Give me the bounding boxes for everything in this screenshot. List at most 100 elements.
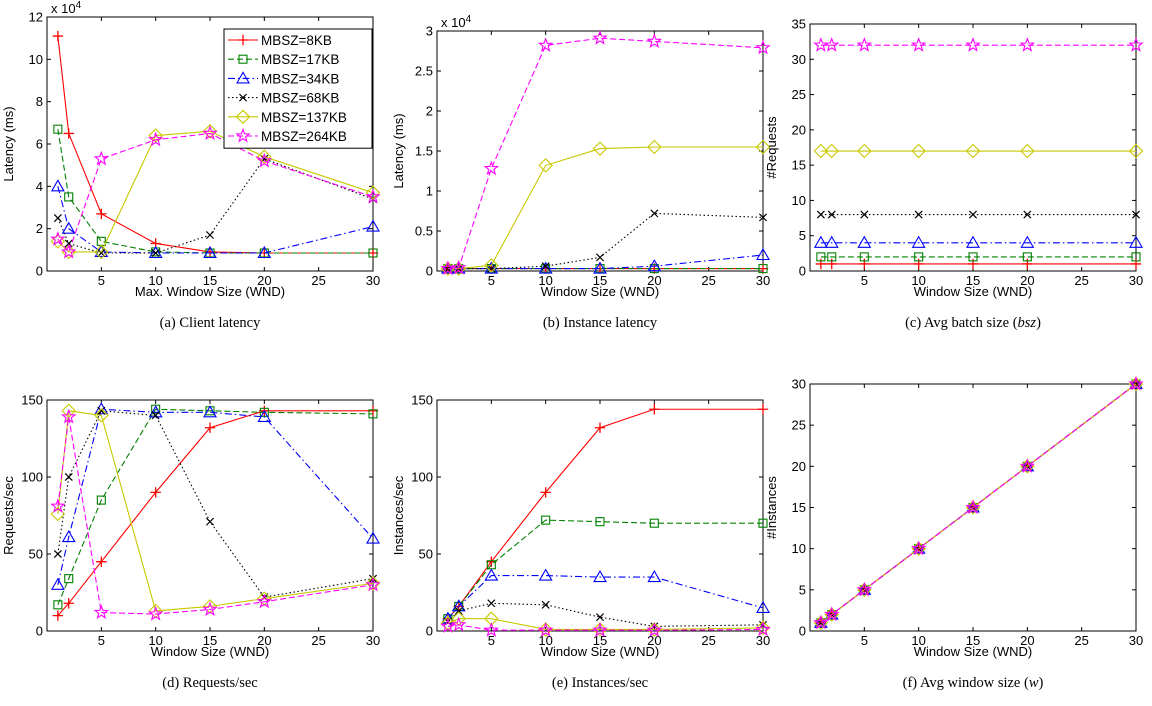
chart-panel-3: 5 10 15 20 25 30 0 5 10 15 20 25 30 35 Window Size (WN… <box>764 17 1144 331</box>
series-line <box>57 408 374 585</box>
data-point <box>63 598 74 609</box>
data-point <box>595 613 605 622</box>
data-point <box>646 622 663 637</box>
data-point <box>440 616 456 631</box>
y-tick-label: 50 <box>29 547 43 562</box>
y-tick-label: 2 <box>36 221 43 236</box>
data-point <box>93 604 110 620</box>
y-tick-label: 150 <box>21 393 43 408</box>
series-line <box>447 624 764 631</box>
data-point <box>758 213 768 222</box>
data-point <box>97 406 106 415</box>
legend-entry: MBSZ=137KB <box>261 110 347 125</box>
panel-caption: (e) Instances/sec <box>552 675 648 691</box>
series-mbsz-137kb <box>813 143 1144 159</box>
data-point <box>257 245 272 259</box>
data-point <box>50 179 65 192</box>
y-tick-label: 10 <box>29 52 43 67</box>
x-tick-label: 20 <box>257 633 271 648</box>
x-tick-label: 20 <box>647 273 661 288</box>
data-point <box>94 408 109 423</box>
data-point <box>595 517 605 527</box>
data-point <box>1020 459 1035 472</box>
data-point <box>202 125 218 140</box>
series-mbsz-264kb <box>440 30 771 276</box>
data-point <box>368 248 378 258</box>
y-axis-label: Latency (ms) <box>1 106 16 181</box>
y-tick-label: 0 <box>799 264 806 279</box>
y-multiplier-label: x 104 <box>441 14 472 30</box>
data-point <box>366 219 380 232</box>
y-tick-label: 2.5 <box>415 64 433 79</box>
data-point <box>440 618 456 633</box>
series-line <box>447 146 763 270</box>
y-axis-label: #Instances <box>764 476 779 539</box>
data-point <box>150 487 161 498</box>
data-point <box>646 33 663 48</box>
data-point <box>538 158 553 173</box>
y-tick-label: 20 <box>792 459 806 474</box>
chart-panel-5: 5 10 15 20 25 30 0 50 100 150 Window Size (WND) Ins… <box>391 393 771 691</box>
data-point <box>147 131 164 147</box>
data-point <box>53 124 63 134</box>
x-axis-label: Max. Window Size (WND) <box>135 284 285 299</box>
x-tick-label: 10 <box>148 273 162 288</box>
data-point <box>1022 252 1032 262</box>
data-point <box>758 518 768 528</box>
y-tick-label: 100 <box>411 470 433 485</box>
x-axis-label: Window Size (WND) <box>914 644 1032 659</box>
data-point <box>592 622 608 637</box>
x-axis-label: Window Size (WND) <box>541 284 659 299</box>
data-point <box>910 37 927 52</box>
data-point <box>965 37 981 52</box>
series-line <box>820 383 1137 624</box>
panel-caption: (f) Avg window size (w) <box>903 675 1044 691</box>
data-point <box>813 143 829 159</box>
data-point <box>365 576 381 592</box>
data-point <box>365 575 381 591</box>
data-point <box>647 259 662 272</box>
data-point <box>50 231 66 246</box>
data-point <box>827 210 836 219</box>
legend-marker <box>238 93 248 102</box>
series-mbsz-34kb <box>50 179 380 259</box>
data-point <box>758 264 768 274</box>
y-tick-label: 30 <box>792 377 806 392</box>
data-point <box>592 622 608 637</box>
legend-entry: MBSZ=264KB <box>261 129 347 144</box>
x-tick-label: 20 <box>1020 633 1034 648</box>
y-tick-label: 50 <box>419 547 433 562</box>
y-tick-label: 1.5 <box>415 144 433 159</box>
data-point <box>647 569 662 583</box>
x-tick-label: 30 <box>366 273 380 288</box>
data-point <box>440 260 456 276</box>
x-tick-label: 5 <box>488 273 495 288</box>
data-point <box>647 622 662 637</box>
legend-entry: MBSZ=8KB <box>261 33 332 48</box>
series-line <box>57 186 374 254</box>
data-point <box>755 620 771 636</box>
y-axis-label: Requests/sec <box>1 476 16 555</box>
data-point <box>203 405 217 418</box>
data-point <box>50 498 66 513</box>
y-tick-label: 6 <box>36 137 43 152</box>
data-point <box>1019 37 1036 52</box>
x-tick-label: 25 <box>701 633 715 648</box>
data-point <box>755 39 771 55</box>
data-point <box>52 610 64 621</box>
y-tick-label: 0 <box>36 624 43 639</box>
series-mbsz-264kb <box>50 408 381 621</box>
chart-panel-6: 5 10 15 20 25 30 0 5 10 15 20 25 30 Window Size (WND)… <box>764 376 1144 691</box>
y-tick-label: 150 <box>411 393 433 408</box>
x-tick-label: 20 <box>647 633 661 648</box>
data-point <box>61 408 77 424</box>
series-mbsz-34kb <box>50 402 380 590</box>
y-tick-label: 20 <box>792 122 806 137</box>
x-axis-label: Window Size (WND) <box>151 644 269 659</box>
data-point <box>594 422 606 433</box>
data-point <box>968 252 978 262</box>
data-point <box>650 622 659 631</box>
x-tick-label: 15 <box>593 633 607 648</box>
legend-entry: MBSZ=34KB <box>261 71 339 86</box>
data-point <box>487 264 496 273</box>
